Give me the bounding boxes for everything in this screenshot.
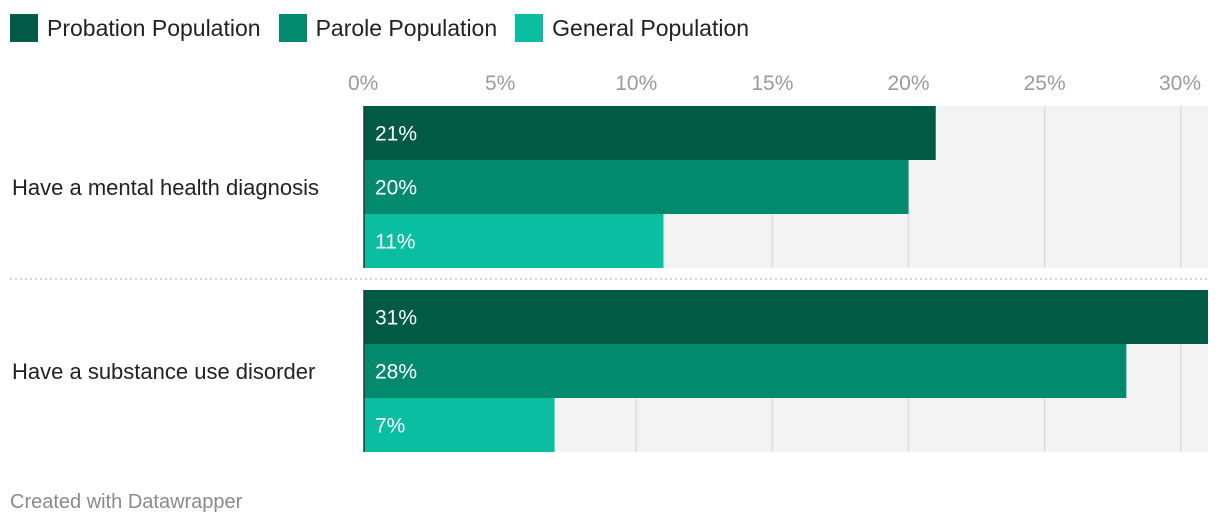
bar	[364, 214, 664, 268]
legend-item: General Population	[515, 14, 749, 42]
x-tick-label: 5%	[485, 72, 515, 95]
bar-value-label: 11%	[375, 231, 415, 254]
x-tick-label: 0%	[348, 72, 378, 95]
legend-swatch	[10, 14, 38, 42]
bar	[364, 106, 936, 160]
bar-value-label: 31%	[375, 307, 417, 330]
category-label: Have a mental health diagnosis	[12, 175, 319, 200]
legend-item: Probation Population	[10, 14, 261, 42]
legend-label: General Population	[552, 14, 750, 41]
bar	[364, 160, 909, 214]
bar-value-label: 7%	[375, 415, 405, 438]
legend-item: Parole Population	[278, 14, 498, 42]
bar-chart: 0% 5% 10% 15% 20% 25% 30% Have a mental health …	[10, 72, 1208, 452]
bar	[364, 344, 1127, 398]
x-tick-label: 25%	[1024, 72, 1066, 95]
bar-value-label: 20%	[375, 177, 417, 200]
x-tick-label: 15%	[751, 72, 793, 95]
legend-label: Parole Population	[315, 14, 498, 41]
x-tick-label: 30%	[1159, 72, 1201, 95]
bar-value-label: 28%	[375, 361, 417, 384]
legend-swatch	[278, 14, 307, 42]
legend-label: Probation Population	[47, 14, 261, 41]
credit-text: Created with Datawrapper	[10, 491, 243, 513]
bar	[364, 290, 1208, 344]
x-tick-label: 10%	[615, 72, 657, 95]
category-label: Have a substance use disorder	[12, 359, 315, 384]
bar-value-label: 21%	[375, 123, 417, 146]
x-tick-label: 20%	[888, 72, 930, 95]
chart-legend: Probation Population Parole Population Gen…	[10, 12, 749, 44]
legend-swatch	[515, 14, 544, 42]
bar	[364, 398, 555, 452]
